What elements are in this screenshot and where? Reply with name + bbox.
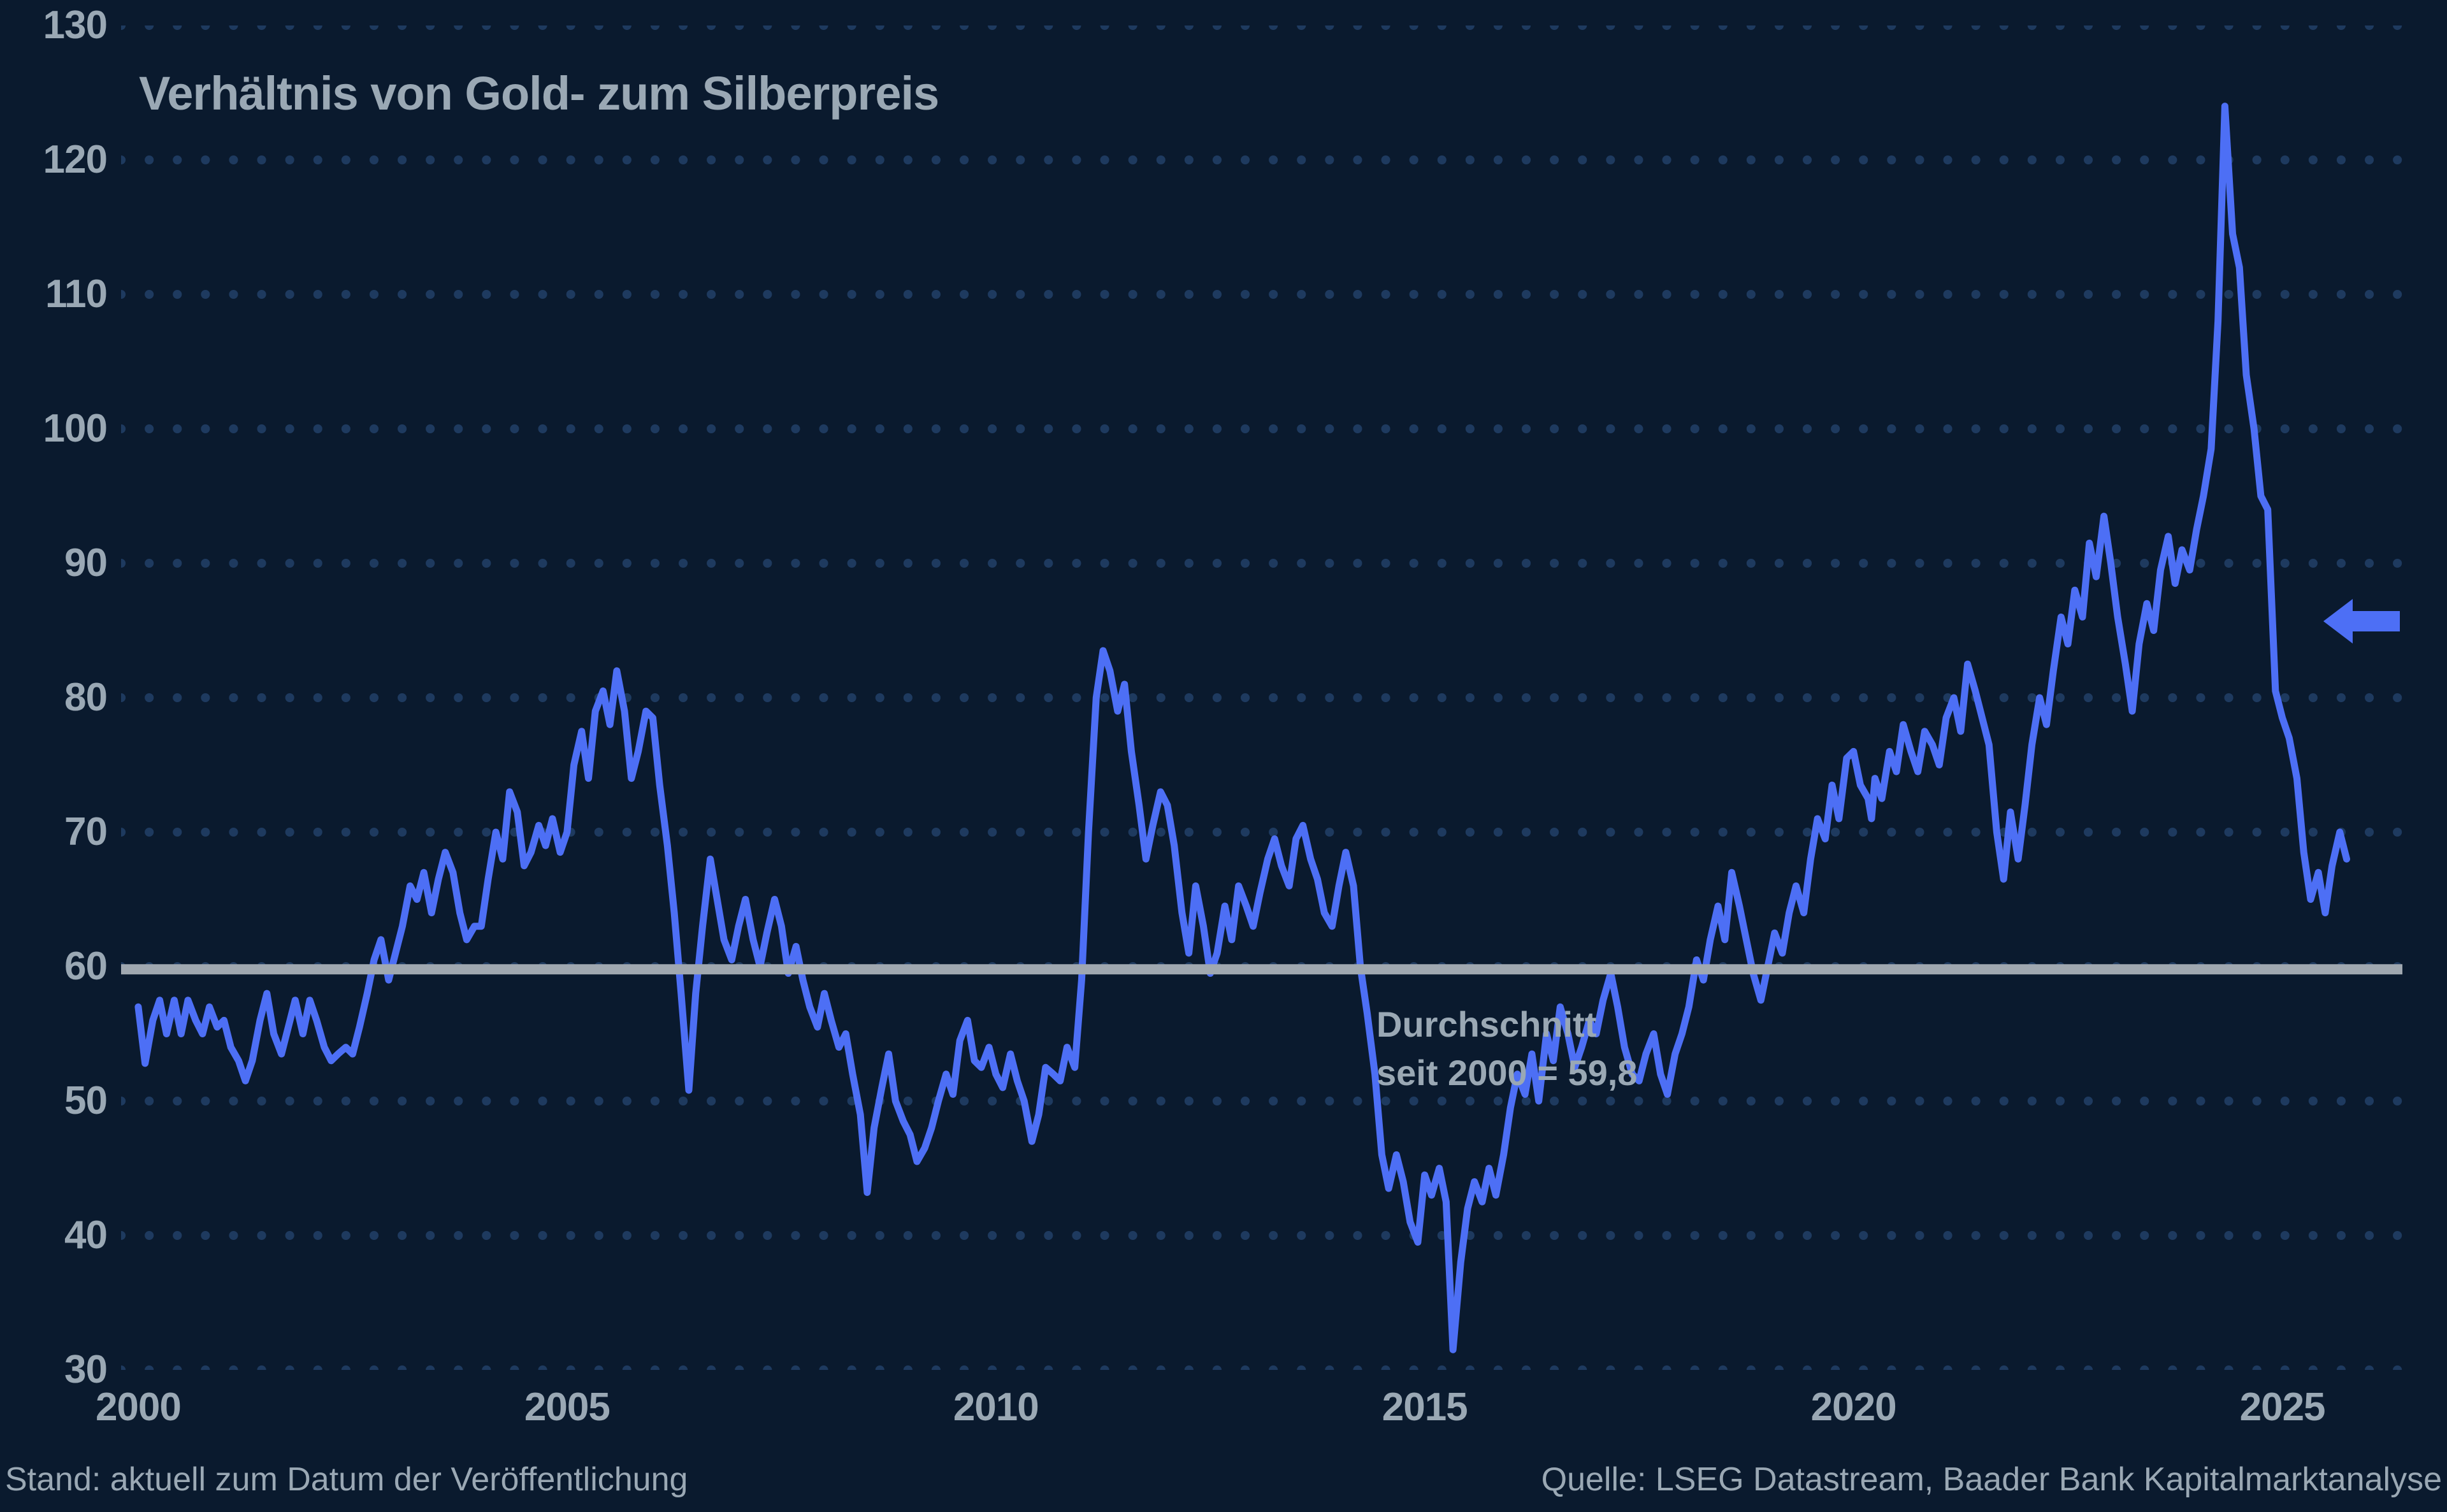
average-annotation-line2: seit 2000 = 59,8 — [1376, 1052, 1638, 1093]
x-axis-tick-label: 2010 — [953, 1385, 1039, 1429]
plot-area — [121, 25, 2402, 1370]
x-axis-tick-label: 2025 — [2239, 1385, 2326, 1429]
chart-title: Verhältnis von Gold- zum Silberpreis — [139, 67, 939, 120]
chart-canvas — [121, 25, 2402, 1370]
y-axis-tick-label: 120 — [43, 138, 108, 182]
y-axis-tick-label: 130 — [43, 3, 108, 47]
y-axis-tick-label: 40 — [64, 1213, 108, 1257]
y-axis-tick-label: 110 — [45, 272, 108, 316]
current-value-arrow-icon — [2320, 593, 2402, 650]
average-annotation: Durchschnitt seit 2000 = 59,8 — [1376, 1000, 1637, 1097]
footer-note-left: Stand: aktuell zum Datum der Veröffentli… — [5, 1461, 688, 1498]
footer-source-right: Quelle: LSEG Datastream, Baader Bank Kap… — [1541, 1461, 2442, 1498]
x-axis-tick-label: 2000 — [95, 1385, 182, 1429]
x-axis-tick-label: 2020 — [1810, 1385, 1897, 1429]
y-axis-tick-label: 30 — [64, 1348, 108, 1392]
y-axis-tick-label: 80 — [64, 675, 108, 719]
series-line — [134, 103, 2351, 1353]
x-axis-tick-label: 2015 — [1382, 1385, 1468, 1429]
y-axis-tick-label: 70 — [64, 810, 108, 854]
y-axis-tick-label: 100 — [43, 407, 108, 450]
gridlines — [121, 25, 2402, 1370]
y-axis-tick-label: 60 — [64, 944, 108, 988]
y-axis-tick-label: 50 — [64, 1079, 108, 1123]
y-axis-tick-label: 90 — [64, 541, 108, 585]
average-annotation-line1: Durchschnitt — [1376, 1004, 1597, 1044]
x-axis-tick-label: 2005 — [524, 1385, 610, 1429]
